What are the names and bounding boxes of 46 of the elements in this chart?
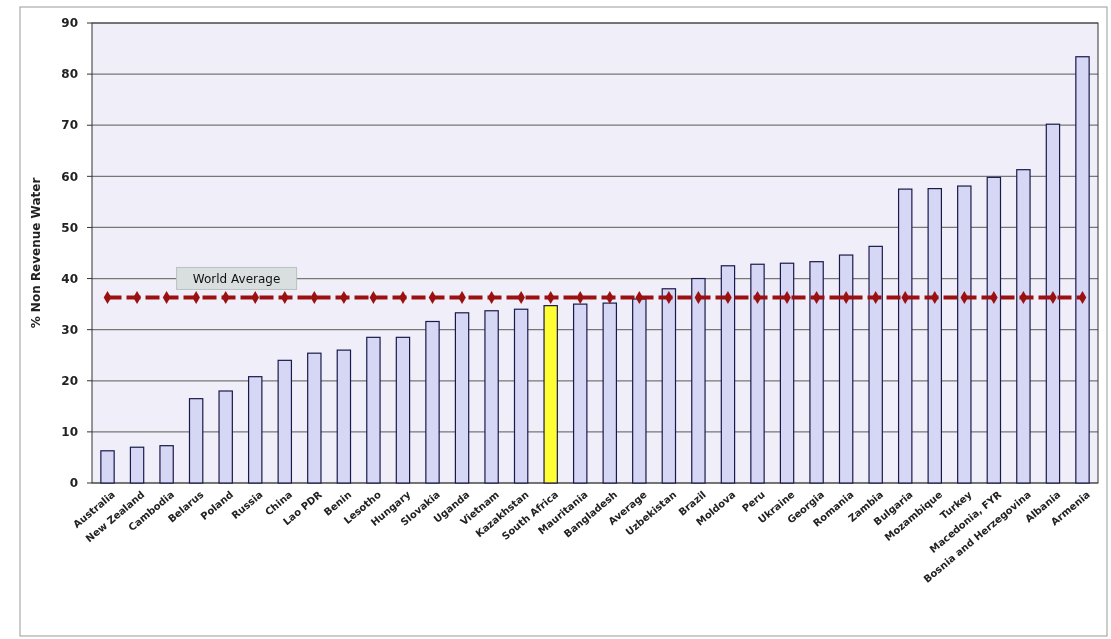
- y-axis-title: % Non Revenue Water: [29, 177, 43, 329]
- bar: [100, 450, 115, 484]
- bar: [1016, 169, 1031, 484]
- y-tick-label: 40: [61, 271, 78, 286]
- bar: [129, 446, 145, 484]
- bar: [218, 390, 233, 484]
- bar: [336, 349, 352, 484]
- bar: [425, 320, 440, 484]
- y-tick-label: 0: [69, 476, 78, 491]
- bar: [307, 352, 322, 484]
- bar: [543, 305, 558, 484]
- y-tick-label: 70: [61, 118, 78, 133]
- bar: [868, 245, 883, 484]
- y-tick-label: 30: [61, 322, 78, 337]
- bar: [661, 288, 677, 484]
- bar: [572, 303, 588, 484]
- bar: [484, 310, 499, 484]
- y-tick-label: 90: [61, 16, 78, 31]
- bar: [247, 376, 263, 484]
- bar: [720, 265, 736, 484]
- bar: [366, 336, 381, 484]
- bar: [159, 445, 174, 484]
- y-tick-label: 50: [61, 220, 78, 235]
- bar: [838, 254, 854, 484]
- bar: [1075, 56, 1090, 484]
- y-tick-label: 80: [61, 67, 78, 82]
- bar: [809, 261, 824, 484]
- bar: [779, 262, 795, 484]
- bar: [750, 263, 765, 484]
- series-label: World Average: [192, 272, 281, 287]
- bar: [188, 398, 204, 484]
- bar: [277, 359, 293, 484]
- bar: [395, 336, 411, 484]
- bar: [513, 308, 529, 484]
- bar: [986, 176, 1002, 484]
- bar: [602, 302, 618, 484]
- y-tick-label: 10: [61, 425, 78, 440]
- y-tick-label: 60: [61, 169, 78, 184]
- y-tick-label: 20: [61, 373, 78, 388]
- bar: [927, 188, 943, 484]
- bar: [691, 277, 706, 484]
- bar: [1045, 123, 1061, 484]
- bar: [454, 312, 470, 484]
- bar: [632, 298, 647, 484]
- bar: [897, 188, 913, 484]
- bar: [957, 185, 972, 484]
